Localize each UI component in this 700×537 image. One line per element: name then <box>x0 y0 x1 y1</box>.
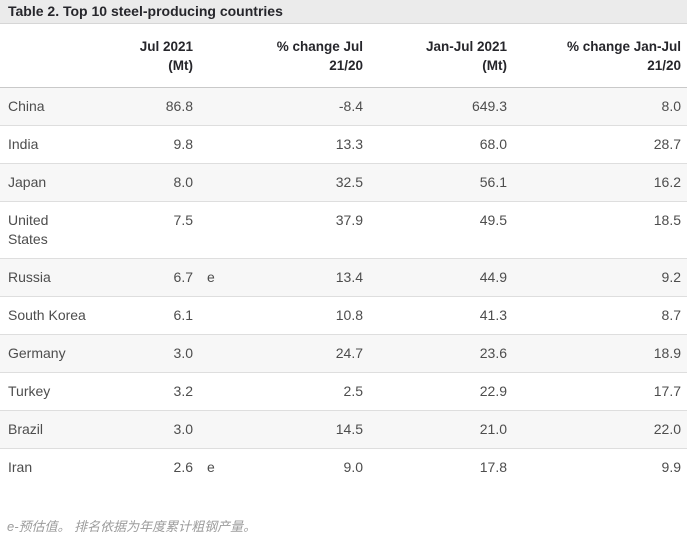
estimate-flag: e <box>198 448 228 486</box>
estimate-flag <box>198 163 228 202</box>
table-footnote: e-预估值。 排名依据为年度累计粗钢产量。 <box>7 519 257 534</box>
estimate-flag: e <box>198 258 228 297</box>
table-row: India 9.8 13.3 68.0 28.7 <box>0 125 687 164</box>
table-row: Iran 2.6 e 9.0 17.8 9.9 <box>0 448 687 486</box>
header-country <box>0 24 120 88</box>
country-cell: South Korea <box>0 296 120 335</box>
jan-jul-value: 22.9 <box>368 372 512 411</box>
pct-jan-jul-value: 18.9 <box>512 334 687 373</box>
estimate-flag <box>198 296 228 335</box>
pct-jul-value: 14.5 <box>228 410 368 449</box>
header-jul-2021: Jul 2021 (Mt) <box>120 24 198 88</box>
pct-jul-value: 24.7 <box>228 334 368 373</box>
country-cell: Brazil <box>0 410 120 449</box>
jan-jul-value: 68.0 <box>368 125 512 164</box>
jan-jul-value: 17.8 <box>368 448 512 486</box>
pct-jan-jul-value: 8.7 <box>512 296 687 335</box>
pct-jul-value: 9.0 <box>228 448 368 486</box>
table-row: Germany 3.0 24.7 23.6 18.9 <box>0 334 687 373</box>
jan-jul-value: 41.3 <box>368 296 512 335</box>
jan-jul-value: 49.5 <box>368 201 512 259</box>
header-jan-jul-2021: Jan-Jul 2021 (Mt) <box>368 24 512 88</box>
jul-value: 6.1 <box>120 296 198 335</box>
table-header-row: Jul 2021 (Mt) % change Jul 21/20 Jan-Jul… <box>0 24 687 88</box>
header-pct-change-jul: % change Jul 21/20 <box>228 24 368 88</box>
pct-jan-jul-value: 16.2 <box>512 163 687 202</box>
steel-table-section: Table 2. Top 10 steel-producing countrie… <box>0 0 687 534</box>
header-flag <box>198 24 228 88</box>
steel-production-table: Jul 2021 (Mt) % change Jul 21/20 Jan-Jul… <box>0 24 687 486</box>
country-cell: Japan <box>0 163 120 202</box>
table-row: China 86.8 -8.4 649.3 8.0 <box>0 87 687 126</box>
pct-jan-jul-value: 17.7 <box>512 372 687 411</box>
jan-jul-value: 23.6 <box>368 334 512 373</box>
pct-jan-jul-value: 9.2 <box>512 258 687 297</box>
pct-jul-value: 13.4 <box>228 258 368 297</box>
jan-jul-value: 21.0 <box>368 410 512 449</box>
jul-value: 3.0 <box>120 410 198 449</box>
pct-jan-jul-value: 28.7 <box>512 125 687 164</box>
pct-jan-jul-value: 22.0 <box>512 410 687 449</box>
table-row: United States 7.5 37.9 49.5 18.5 <box>0 201 687 259</box>
table-row: Turkey 3.2 2.5 22.9 17.7 <box>0 372 687 411</box>
estimate-flag <box>198 125 228 164</box>
jan-jul-value: 649.3 <box>471 98 507 114</box>
country-cell: Germany <box>0 334 120 373</box>
jan-jul-value: 56.1 <box>368 163 512 202</box>
country-cell: China <box>8 98 45 114</box>
country-cell: United States <box>0 201 120 259</box>
table-row: Russia 6.7 e 13.4 44.9 9.2 <box>0 258 687 297</box>
table-row: Brazil 3.0 14.5 21.0 22.0 <box>0 410 687 449</box>
pct-jul-value: 32.5 <box>228 163 368 202</box>
jan-jul-value: 44.9 <box>368 258 512 297</box>
pct-jul-value: 13.3 <box>228 125 368 164</box>
pct-jan-jul-value: 9.9 <box>512 448 687 486</box>
jul-value: 9.8 <box>120 125 198 164</box>
jul-value: 2.6 <box>120 448 198 486</box>
header-pct-change-jan-jul: % change Jan-Jul 21/20 <box>512 24 687 88</box>
pct-jan-jul-value: 8.0 <box>661 98 681 114</box>
estimate-flag <box>198 372 228 411</box>
jul-value: 7.5 <box>120 201 198 259</box>
estimate-flag <box>198 88 228 126</box>
country-cell: Russia <box>0 258 120 297</box>
jul-value: 3.0 <box>120 334 198 373</box>
jul-value: 3.2 <box>120 372 198 411</box>
estimate-flag <box>198 334 228 373</box>
table-title: Table 2. Top 10 steel-producing countrie… <box>0 0 687 24</box>
pct-jan-jul-value: 18.5 <box>512 201 687 259</box>
pct-jul-value: 2.5 <box>228 372 368 411</box>
jul-value: 8.0 <box>120 163 198 202</box>
pct-jul-value: 10.8 <box>228 296 368 335</box>
estimate-flag <box>198 201 228 259</box>
table-row: South Korea 6.1 10.8 41.3 8.7 <box>0 296 687 335</box>
country-cell: Iran <box>0 448 120 486</box>
jul-value: 6.7 <box>120 258 198 297</box>
table-row: Japan 8.0 32.5 56.1 16.2 <box>0 163 687 202</box>
country-cell: Turkey <box>0 372 120 411</box>
pct-jul-value: -8.4 <box>338 98 363 114</box>
jul-value: 86.8 <box>165 98 193 114</box>
country-cell: India <box>0 125 120 164</box>
pct-jul-value: 37.9 <box>228 201 368 259</box>
estimate-flag <box>198 410 228 449</box>
